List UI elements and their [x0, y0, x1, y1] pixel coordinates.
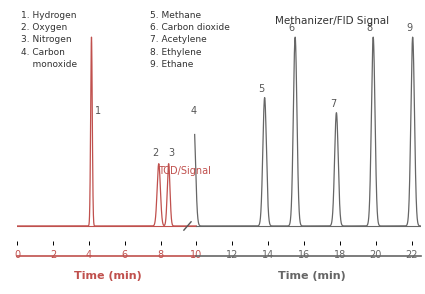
- Text: TCD/Signal: TCD/Signal: [158, 166, 211, 176]
- Text: 1: 1: [95, 106, 101, 116]
- Text: 5. Methane
6. Carbon dioxide
7. Acetylene
8. Ethylene
9. Ethane: 5. Methane 6. Carbon dioxide 7. Acetylen…: [150, 11, 230, 69]
- Text: 8: 8: [366, 23, 373, 33]
- Text: Methanizer/FID Signal: Methanizer/FID Signal: [275, 16, 389, 26]
- Text: 3: 3: [169, 148, 175, 158]
- Text: 6: 6: [289, 23, 295, 33]
- Text: Time (min): Time (min): [278, 271, 346, 281]
- Text: 2: 2: [153, 148, 159, 158]
- Text: 1. Hydrogen
2. Oxygen
3. Nitrogen
4. Carbon
    monoxide: 1. Hydrogen 2. Oxygen 3. Nitrogen 4. Car…: [21, 11, 77, 69]
- Text: Time (min): Time (min): [74, 271, 142, 281]
- Text: 4: 4: [191, 106, 197, 116]
- Text: 9: 9: [406, 23, 412, 33]
- Text: 7: 7: [330, 99, 336, 109]
- Text: 5: 5: [258, 84, 264, 94]
